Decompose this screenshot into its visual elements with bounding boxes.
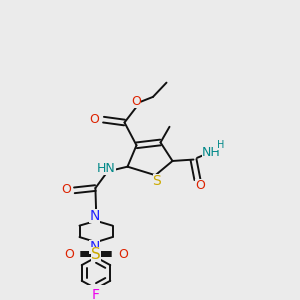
Text: O: O [61,183,71,196]
Text: O: O [90,112,99,126]
Text: O: O [118,248,128,261]
Text: S: S [91,247,101,262]
Text: O: O [64,248,74,261]
Text: O: O [196,179,205,192]
Text: NH: NH [202,146,220,159]
Text: O: O [132,94,141,108]
Text: N: N [89,240,100,254]
Text: S: S [152,175,161,188]
Text: F: F [92,288,100,300]
Text: N: N [89,209,100,223]
Text: HN: HN [97,163,116,176]
Text: H: H [217,140,224,150]
